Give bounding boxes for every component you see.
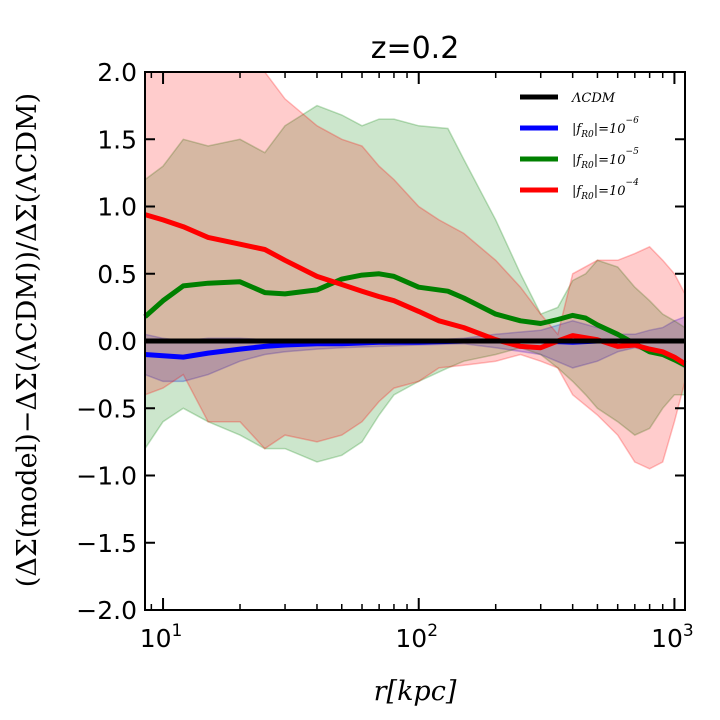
series-lines: [143, 212, 687, 368]
x-axis-label: r[kpc]: [374, 676, 457, 707]
line-f-r0-10-4: [144, 212, 687, 367]
x-tick-label: 101: [140, 621, 183, 653]
y-tick-label: 0.0: [97, 327, 137, 356]
legend-label-cdm: ΛCDM: [571, 91, 616, 106]
y-tick-label: −2.0: [76, 596, 137, 625]
y-tick-label: 2.0: [97, 58, 137, 87]
axes: −2.0 −1.5 −1.0 −0.5 0.0 0.5 1.0 1.5 2.0 101 102 103: [76, 58, 693, 653]
y-tick-label: −1.5: [76, 529, 137, 558]
legend-label-f-r0-10-5: |fR0|=10−5: [572, 147, 639, 171]
y-tick-label: 1.0: [97, 193, 137, 222]
legend-label-f-r0-10-6: |fR0|=10−6: [572, 116, 639, 140]
x-tick-label: 102: [395, 621, 438, 653]
y-tick-label: 1.5: [97, 125, 137, 154]
y-tick-label: −0.5: [76, 394, 137, 423]
chart-title: z=0.2: [371, 31, 460, 66]
x-tick-label: 103: [651, 621, 694, 653]
legend-label-f-r0-10-4: |fR0|=10−4: [572, 178, 639, 202]
y-tick-label: 0.5: [97, 260, 137, 289]
y-tick-label: −1.0: [76, 462, 137, 491]
y-axis-label: (ΔΣ(model)−ΔΣ(ΛCDM))/ΔΣ(ΛCDM): [12, 93, 43, 587]
legend: ΛCDM |fR0|=10−6 |fR0|=10−5 |fR0|=10−4: [520, 91, 639, 202]
